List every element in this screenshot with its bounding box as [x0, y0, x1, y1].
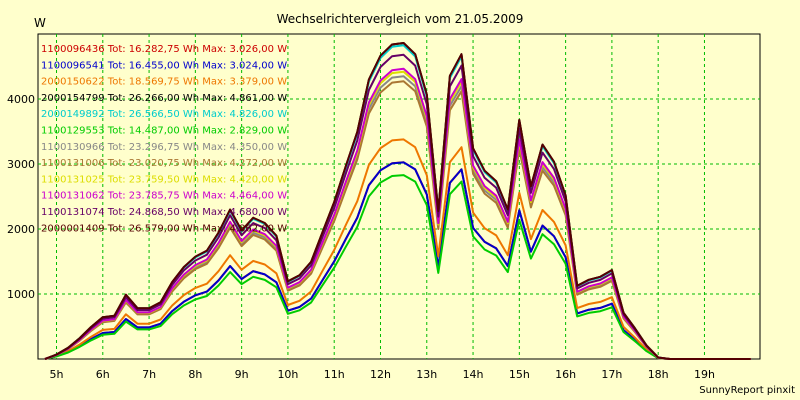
series-line — [44, 42, 751, 360]
x-tick-label: 12h — [370, 368, 391, 381]
x-axis-ticks: 5h 6h 7h 8h 9h 10h 11h 12h 13h 14h 15h 16h 17h 18h 19h — [50, 368, 715, 381]
x-tick-label: 15h — [509, 368, 530, 381]
legend-entry: 2000150622 Tot: 18.569,75 Wh Max: 3.379,… — [41, 77, 287, 88]
legend-entry: 1100131074 Tot: 24.868,50 Wh Max: 4.680,… — [41, 207, 287, 218]
legend-entry: 2000001409 Tot: 26.579,00 Wh Max: 4.862,… — [41, 223, 287, 234]
plot-area: 1100096436 Tot: 16.282,75 Wh Max: 3.026,… — [37, 33, 761, 360]
y-tick-label: 3000 — [7, 158, 35, 171]
legend-entry: 1100096436 Tot: 16.282,75 Wh Max: 3.026,… — [41, 44, 287, 55]
series-line — [44, 138, 751, 360]
series-line — [44, 161, 751, 360]
chart-title: Wechselrichtervergleich vom 21.05.2009 — [277, 12, 524, 26]
legend-entry: 2000154799 Tot: 26.266,00 Wh Max: 4.861,… — [41, 93, 287, 104]
legend-entry: 1100096541 Tot: 16.455,00 Wh Max: 3.024,… — [41, 60, 287, 71]
series-lines — [44, 42, 751, 360]
x-tick-label: 8h — [188, 368, 202, 381]
legend-entry: 2000149892 Tot: 26.566,50 Wh Max: 4.826,… — [41, 109, 287, 120]
x-tick-label: 11h — [324, 368, 345, 381]
grid — [38, 34, 760, 359]
x-tick-label: 17h — [601, 368, 622, 381]
x-tick-label: 9h — [235, 368, 249, 381]
x-tick-label: 19h — [694, 368, 715, 381]
series-line — [44, 174, 751, 360]
x-tick-label: 18h — [648, 368, 669, 381]
legend-entry: 1100131006 Tot: 23.020,75 Wh Max: 4.272,… — [41, 158, 287, 169]
legend-entry: 1100130966 Tot: 23.296,75 Wh Max: 4.350,… — [41, 142, 287, 153]
y-tick-label: 2000 — [7, 223, 35, 236]
legend-entry: 1100131062 Tot: 23.785,75 Wh Max: 4.464,… — [41, 191, 287, 202]
x-tick-label: 7h — [142, 368, 156, 381]
x-tick-label: 13h — [416, 368, 437, 381]
y-axis-ticks: 1000 2000 3000 4000 — [7, 93, 35, 301]
y-axis-label: W — [34, 16, 46, 30]
y-tick-label: 1000 — [7, 288, 35, 301]
legend-entry: 1100129553 Tot: 14.487,00 Wh Max: 2.829,… — [41, 126, 287, 137]
footer-text: SunnyReport pinxit — [699, 385, 795, 396]
x-tick-label: 6h — [96, 368, 110, 381]
x-tick-label: 16h — [555, 368, 576, 381]
x-tick-label: 14h — [463, 368, 484, 381]
x-tick-label: 10h — [277, 368, 298, 381]
y-tick-label: 4000 — [7, 93, 35, 106]
legend-entry: 1100131025 Tot: 23.759,50 Wh Max: 4.420,… — [41, 174, 287, 185]
legend: 1100096436 Tot: 16.282,75 Wh Max: 3.026,… — [41, 44, 287, 234]
x-tick-label: 5h — [50, 368, 64, 381]
